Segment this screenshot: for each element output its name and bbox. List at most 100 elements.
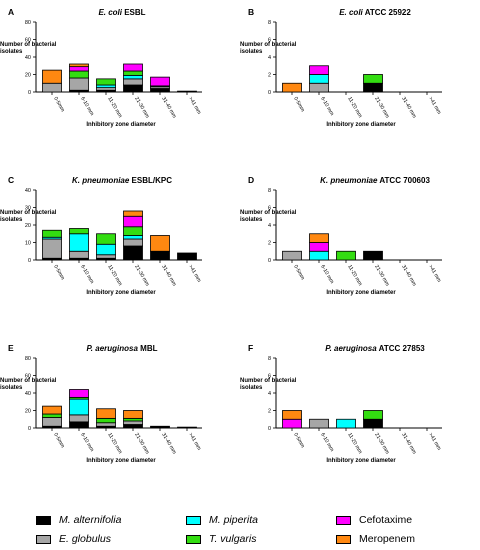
bar-segment — [69, 250, 89, 259]
panel-letter: C — [8, 175, 14, 185]
bar-segment — [177, 252, 197, 261]
x-tick-label: 21-30 mm — [133, 432, 150, 455]
x-tick-label: 31-40 mm — [160, 264, 177, 287]
x-tick-label: 31-40 mm — [400, 264, 417, 287]
bar-segment — [363, 250, 383, 261]
x-axis-label: Inhibitory zone diameter — [86, 458, 156, 464]
bar-segment — [69, 77, 89, 91]
bar-segment — [363, 82, 383, 93]
bar-segment — [69, 228, 89, 235]
bar-segment — [150, 76, 170, 87]
panel-title: P. aeruginosa ATCC 27853 — [325, 344, 425, 353]
x-tick-label: 31-40 mm — [160, 96, 177, 119]
bar-segment — [69, 414, 89, 423]
y-tick-label: 8 — [268, 356, 271, 362]
legend-item-t-vulgaris: T. vulgaris — [186, 533, 256, 545]
x-tick-label: 6-10 mm — [319, 432, 334, 453]
bar-segment — [42, 238, 62, 259]
bar-segment — [96, 233, 116, 245]
y-tick-label: 0 — [28, 90, 31, 96]
panel-d: D K. pneumoniae ATCC 700603 Number of bact… — [240, 175, 442, 296]
legend-item-m-alternifolia: M. alternifolia — [36, 514, 121, 526]
panel-letter: F — [248, 343, 253, 353]
bar-segment — [42, 229, 62, 238]
legend-label: M. piperita — [209, 514, 259, 526]
panel-letter: D — [248, 175, 254, 185]
x-axis-label: Inhibitory zone diameter — [86, 122, 156, 128]
bar-segment — [69, 66, 89, 72]
x-tick-label: 31-40 mm — [160, 432, 177, 455]
y-tick-label: 2 — [268, 409, 271, 415]
legend-item-m-piperita: M. piperita — [186, 514, 258, 526]
x-tick-label: 11-20 mm — [106, 96, 123, 119]
panel-c: C K. pneumoniae ESBL/KPC Number of bacteri… — [0, 175, 202, 296]
legend-swatch — [186, 534, 201, 544]
bar-segment — [282, 418, 302, 429]
panel-title: E. coli ESBL — [98, 8, 145, 17]
y-axis-label: Number of bacterial isolates — [0, 378, 57, 391]
bar-segment — [69, 63, 89, 68]
y-tick-label: 4 — [268, 223, 271, 229]
figure-panels: A E. coli ESBL Number of bacterial isolates… — [0, 7, 442, 464]
x-tick-label: 6-10 mm — [319, 96, 334, 117]
x-tick-label: 11-20 mm — [346, 96, 363, 119]
bar-segment — [282, 410, 302, 420]
y-tick-label: 2 — [268, 241, 271, 247]
bar-segment — [363, 418, 383, 429]
bar-segment — [123, 70, 143, 76]
bar-segment — [123, 84, 143, 93]
x-tick-label: 21-30 mm — [373, 96, 390, 119]
y-tick-label: 8 — [268, 188, 271, 194]
legend-label: Meropenem — [359, 533, 416, 545]
panel-b: B E. coli ATCC 25922 Number of bacterial is… — [240, 7, 442, 128]
x-tick-label: 11-20 mm — [106, 432, 123, 455]
bar-segment — [123, 424, 143, 429]
bar-segment — [123, 78, 143, 86]
bar-segment — [42, 413, 62, 418]
bar-segment — [123, 420, 143, 425]
x-tick-label: 6-10 mm — [79, 432, 94, 453]
bar-segment — [123, 226, 143, 236]
y-tick-label: 0 — [28, 258, 31, 264]
bar-segment — [150, 425, 170, 429]
y-tick-label: 6 — [268, 38, 271, 44]
bar-segment — [123, 238, 143, 247]
y-tick-label: 4 — [268, 55, 271, 61]
legend-item-e-globulus: E. globulus — [36, 533, 111, 545]
legend-swatch — [336, 515, 351, 525]
y-tick-label: 10 — [25, 241, 31, 247]
y-tick-label: 0 — [28, 426, 31, 432]
y-axis-label: Number of bacterial isolates — [240, 42, 297, 55]
y-axis-label: Number of bacterial isolates — [240, 210, 297, 223]
bar-segment — [150, 235, 170, 252]
y-tick-label: 6 — [268, 206, 271, 212]
x-tick-label: 21-30 mm — [373, 432, 390, 455]
bar-segment — [69, 398, 89, 416]
x-tick-label: 0-5mm — [292, 96, 305, 113]
x-tick-label: 0-5mm — [52, 432, 65, 449]
x-tick-label: 21-30 mm — [373, 264, 390, 287]
legend-item-meropenem: Meropenem — [336, 533, 415, 545]
bar-segment — [96, 78, 116, 86]
legend-swatch — [336, 534, 351, 544]
bar-segment — [363, 410, 383, 420]
bar-segment — [150, 250, 170, 261]
panel-title: P. aeruginosa MBL — [87, 344, 158, 353]
y-tick-label: 20 — [25, 409, 31, 415]
bar-segment — [123, 210, 143, 217]
bar-segment — [96, 408, 116, 419]
x-tick-label: 21-30 mm — [133, 96, 150, 119]
x-tick-label: 0-5mm — [292, 264, 305, 281]
panel-f: F P. aeruginosa ATCC 27853 Number of bacte… — [240, 343, 442, 464]
y-tick-label: 8 — [268, 20, 271, 26]
bar-segment — [309, 74, 329, 84]
x-axis-label: Inhibitory zone diameter — [326, 122, 396, 128]
x-tick-label: 11-20 mm — [106, 264, 123, 287]
bar-segment — [42, 417, 62, 427]
y-axis-label: Number of bacterial isolates — [240, 378, 297, 391]
bar-segment — [69, 233, 89, 252]
bar-segment — [309, 233, 329, 243]
bar-segment — [282, 82, 302, 93]
y-axis-label: Number of bacterial isolates — [0, 210, 57, 223]
panel-title: K. pneumoniae ATCC 700603 — [320, 176, 430, 185]
